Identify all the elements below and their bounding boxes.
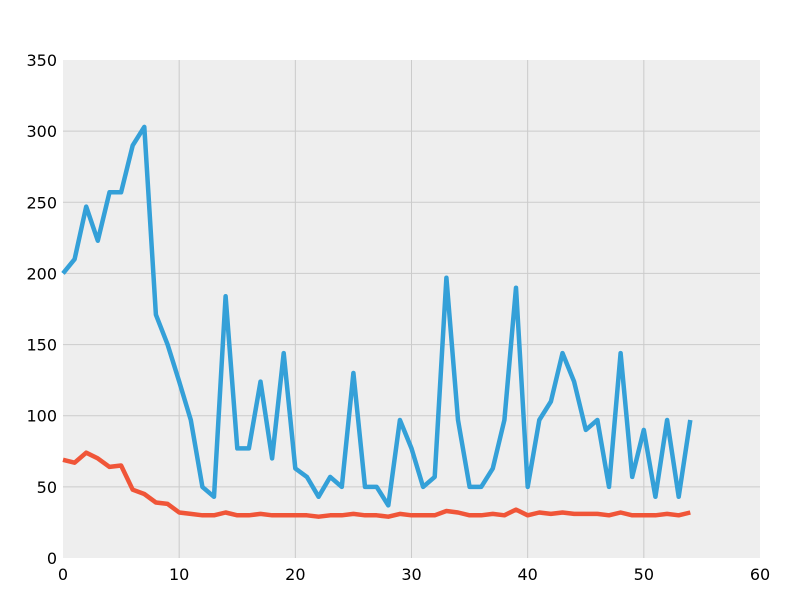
y-tick-label: 50: [37, 478, 57, 497]
x-tick-label: 40: [517, 565, 537, 584]
y-tick-label: 250: [26, 193, 57, 212]
y-axis-ticks: 0 50 100 150 200 250 300 350: [26, 51, 57, 568]
x-tick-label: 20: [285, 565, 305, 584]
series-line-1: [61, 124, 693, 508]
series-line-2: [62, 450, 691, 519]
y-tick-label: 200: [26, 264, 57, 283]
x-tick-label: 0: [58, 565, 68, 584]
x-tick-label: 50: [634, 565, 654, 584]
x-tick-label: 10: [169, 565, 189, 584]
grid: [63, 60, 760, 558]
y-tick-label: 350: [26, 51, 57, 70]
x-tick-label: 60: [750, 565, 770, 584]
x-tick-label: 30: [401, 565, 421, 584]
y-tick-label: 0: [47, 549, 57, 568]
series-group: [61, 124, 693, 519]
x-axis-ticks: 0 10 20 30 40 50 60: [58, 565, 770, 584]
y-tick-label: 150: [26, 336, 57, 355]
y-tick-label: 300: [26, 122, 57, 141]
y-tick-label: 100: [26, 407, 57, 426]
